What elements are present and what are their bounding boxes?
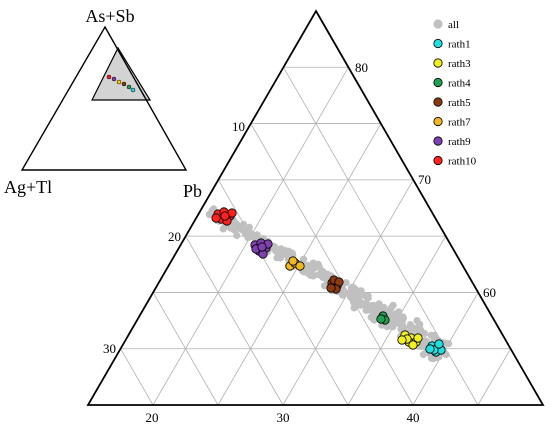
left-edge-tick-label: 20 bbox=[168, 229, 181, 244]
legend-marker-rath3 bbox=[433, 58, 443, 68]
point-all bbox=[235, 222, 243, 230]
point-rath1 bbox=[425, 344, 435, 354]
main-ternary: 20 30 40 10 20 30 80 70 60 bbox=[86, 9, 545, 425]
point-all bbox=[350, 298, 358, 306]
point-all bbox=[427, 354, 436, 362]
legend-label-rath1: rath1 bbox=[448, 39, 471, 51]
right-edge-tick-label: 80 bbox=[355, 60, 368, 75]
point-rath1 bbox=[434, 339, 444, 349]
inset-marker bbox=[116, 79, 122, 85]
point-all bbox=[356, 301, 364, 309]
grid-line bbox=[477, 348, 511, 406]
left-edge-tick-label: 30 bbox=[103, 341, 116, 356]
point-all bbox=[427, 331, 435, 339]
bottom-tick-label: 20 bbox=[146, 410, 159, 425]
legend-marker-rath10 bbox=[433, 155, 443, 166]
inset-zoom-region bbox=[91, 46, 152, 101]
vertex-label-right: Pb bbox=[183, 181, 202, 201]
point-all bbox=[281, 246, 289, 255]
inset-marker bbox=[111, 76, 117, 82]
point-all bbox=[339, 291, 347, 299]
legend-label-rath9: rath9 bbox=[448, 136, 471, 148]
point-all bbox=[356, 291, 364, 299]
point-all bbox=[245, 223, 253, 231]
point-rath3 bbox=[413, 333, 423, 343]
point-rath10 bbox=[211, 213, 221, 223]
point-rath7 bbox=[295, 261, 305, 271]
inset-marker bbox=[106, 74, 112, 80]
point-all bbox=[304, 266, 312, 274]
point-all bbox=[364, 294, 372, 302]
vertex-label-top: As+Sb bbox=[85, 6, 134, 26]
point-all bbox=[342, 279, 350, 287]
legend-label-rath3: rath3 bbox=[448, 58, 471, 70]
inset-marker bbox=[121, 81, 127, 87]
point-all bbox=[397, 316, 406, 324]
point-all bbox=[379, 305, 387, 313]
legend-marker-all bbox=[433, 19, 443, 29]
legend-marker-rath4 bbox=[433, 77, 443, 88]
legend-marker-rath7 bbox=[433, 116, 443, 127]
point-all bbox=[367, 313, 375, 321]
right-edge-tick-label: 70 bbox=[418, 172, 431, 187]
point-all bbox=[276, 254, 284, 262]
main-triangle bbox=[86, 9, 545, 406]
point-all bbox=[311, 264, 319, 272]
right-edge-tick-label: 60 bbox=[483, 285, 496, 300]
point-rath10 bbox=[220, 211, 230, 221]
grid-line bbox=[250, 123, 414, 406]
point-all bbox=[233, 231, 241, 240]
bottom-tick-label: 40 bbox=[407, 410, 420, 425]
point-all bbox=[347, 284, 356, 292]
grid-line bbox=[120, 348, 154, 406]
legend-marker-rath1 bbox=[433, 38, 443, 49]
vertex-label-left: Ag+Tl bbox=[4, 177, 52, 197]
legend-label-all: all bbox=[448, 19, 459, 31]
point-all bbox=[245, 229, 253, 237]
point-all bbox=[370, 302, 378, 311]
point-all bbox=[391, 310, 399, 318]
legend-marker-rath9 bbox=[433, 136, 443, 146]
point-all bbox=[413, 317, 421, 325]
point-all bbox=[421, 329, 429, 338]
point-rath9 bbox=[257, 242, 267, 252]
point-all bbox=[418, 342, 426, 350]
legend-label-rath10: rath10 bbox=[448, 156, 477, 168]
point-all bbox=[387, 304, 395, 312]
point-all bbox=[319, 267, 327, 275]
point-all bbox=[205, 210, 213, 218]
point-rath3 bbox=[408, 340, 418, 350]
point-all bbox=[383, 323, 391, 331]
point-rath4 bbox=[376, 314, 386, 324]
inset-ternary: As+Sb Ag+Tl Pb bbox=[4, 6, 202, 201]
grid-line bbox=[185, 235, 284, 406]
series-clusters bbox=[211, 207, 446, 357]
point-rath5 bbox=[326, 283, 336, 293]
legend: all rath1 rath3 rath4 rath5 rath7 rath9 rath10 bbox=[433, 19, 477, 168]
point-all bbox=[350, 304, 358, 312]
inset-marker bbox=[126, 84, 132, 90]
inset-triangle bbox=[20, 25, 188, 171]
bottom-tick-label: 30 bbox=[277, 410, 290, 425]
inset-markers bbox=[106, 74, 136, 93]
point-all bbox=[400, 324, 408, 332]
legend-label-rath4: rath4 bbox=[448, 78, 471, 90]
grid bbox=[120, 66, 511, 406]
point-rath3 bbox=[397, 335, 407, 345]
left-edge-tick-label: 10 bbox=[232, 119, 245, 134]
legend-marker-rath5 bbox=[433, 97, 443, 107]
legend-label-rath7: rath7 bbox=[448, 117, 471, 129]
inset-marker bbox=[130, 87, 136, 93]
legend-label-rath5: rath5 bbox=[448, 97, 471, 109]
point-rath7 bbox=[288, 256, 298, 266]
